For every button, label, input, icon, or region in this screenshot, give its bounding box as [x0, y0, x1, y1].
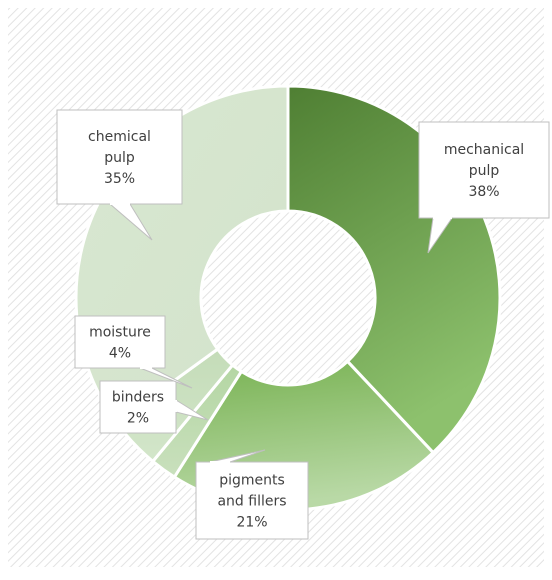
data-label-value: 4% [109, 346, 131, 362]
data-label-text: moisture [89, 325, 151, 341]
data-label-text: binders [112, 390, 164, 406]
data-label-value: 35% [104, 171, 135, 187]
data-label-value: 38% [468, 184, 499, 200]
data-label-text: pulp [469, 163, 500, 179]
callout-pigments-and-fillers: pigments and fillers 21% [196, 450, 308, 539]
data-label-value: 2% [127, 411, 149, 427]
data-label-text: pigments [219, 473, 285, 489]
data-label-value: 21% [236, 515, 267, 531]
data-label-text: and fillers [217, 494, 286, 510]
data-label-text: pulp [104, 150, 135, 166]
data-label-text: mechanical [444, 142, 524, 158]
data-label-text: chemical [88, 129, 151, 145]
